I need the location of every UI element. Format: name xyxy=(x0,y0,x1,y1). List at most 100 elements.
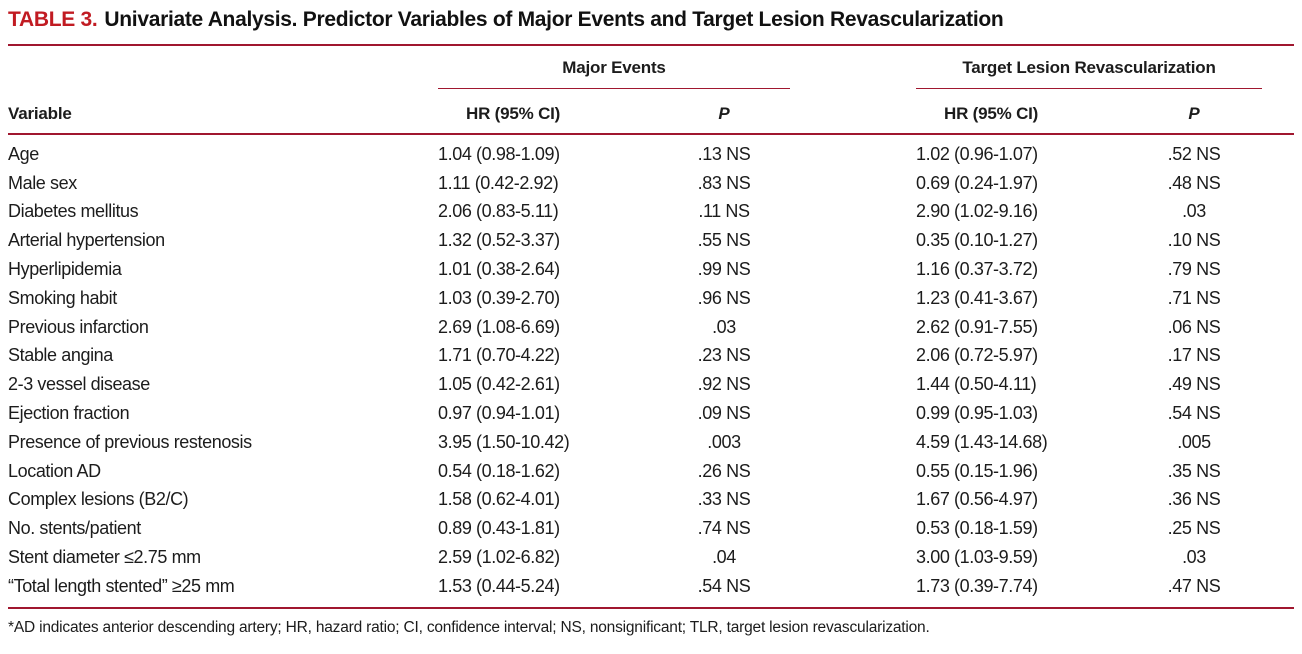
variable-cell: No. stents/patient xyxy=(8,518,141,539)
major-events-p-cell: .54 NS xyxy=(697,575,751,596)
tlr-hr-cell: 1.44 (0.50-4.11) xyxy=(916,374,1037,395)
major-events-p-cell: .23 NS xyxy=(697,345,751,366)
tlr-hr-cell: 0.53 (0.18-1.59) xyxy=(916,518,1038,539)
column-header-me-hr: HR (95% CI) xyxy=(466,104,561,123)
tlr-p-cell: .49 NS xyxy=(1167,374,1221,395)
major-events-hr-cell: 1.04 (0.98-1.09) xyxy=(438,143,560,164)
table-body: Age 1.04 (0.98-1.09) .13 NS 1.02 (0.96-1… xyxy=(8,135,1294,601)
table-footnote: *AD indicates anterior descending artery… xyxy=(8,618,930,636)
variable-cell: Hyperlipidemia xyxy=(8,259,122,280)
major-events-hr-cell: 1.32 (0.52-3.37) xyxy=(438,230,560,251)
tlr-hr-cell: 1.23 (0.41-3.67) xyxy=(916,287,1038,308)
tlr-hr-cell: 1.67 (0.56-4.97) xyxy=(916,489,1038,510)
variable-cell: Arterial hypertension xyxy=(8,230,165,251)
tlr-p-cell: .03 xyxy=(1182,201,1206,222)
table-row: Location AD 0.54 (0.18-1.62) .26 NS 0.55… xyxy=(8,457,1294,486)
major-events-hr-cell: 1.71 (0.70-4.22) xyxy=(438,345,560,366)
tlr-p-cell: .71 NS xyxy=(1167,287,1221,308)
tlr-p-cell: .005 xyxy=(1177,431,1211,452)
major-events-p-cell: .55 NS xyxy=(697,230,751,251)
table-row: Hyperlipidemia 1.01 (0.38-2.64) .99 NS 1… xyxy=(8,255,1294,284)
tlr-hr-cell: 0.55 (0.15-1.96) xyxy=(916,460,1038,481)
major-events-p-cell: .99 NS xyxy=(697,259,751,280)
major-events-p-cell: .33 NS xyxy=(697,489,751,510)
tlr-hr-cell: 0.35 (0.10-1.27) xyxy=(916,230,1038,251)
table-title-text: Univariate Analysis. Predictor Variables… xyxy=(104,8,1004,31)
major-events-p-cell: .11 NS xyxy=(698,201,750,222)
major-events-p-cell: .83 NS xyxy=(697,172,751,193)
tlr-p-cell: .10 NS xyxy=(1167,230,1221,251)
group-header-row: Major Events Target Lesion Revasculariza… xyxy=(8,46,1294,89)
variable-cell: Stable angina xyxy=(8,345,113,366)
table-row: Complex lesions (B2/C) 1.58 (0.62-4.01) … xyxy=(8,486,1294,515)
major-events-p-cell: .96 NS xyxy=(697,287,751,308)
tlr-p-cell: .25 NS xyxy=(1167,518,1221,539)
major-events-hr-cell: 1.58 (0.62-4.01) xyxy=(438,489,560,510)
tlr-hr-cell: 2.62 (0.91-7.55) xyxy=(916,316,1038,337)
major-events-hr-cell: 2.69 (1.08-6.69) xyxy=(438,316,560,337)
major-events-hr-cell: 1.01 (0.38-2.64) xyxy=(438,259,560,280)
major-events-p-cell: .09 NS xyxy=(697,403,751,424)
tlr-p-cell: .52 NS xyxy=(1167,143,1221,164)
column-header-row: Variable HR (95% CI) P HR (95% CI) P xyxy=(8,89,1294,133)
group-header-tlr: Target Lesion Revascularization xyxy=(916,58,1262,89)
column-header-gap xyxy=(790,124,916,133)
variable-cell: 2-3 vessel disease xyxy=(8,374,150,395)
tlr-hr-cell: 1.16 (0.37-3.72) xyxy=(916,259,1038,280)
table-row: Male sex 1.11 (0.42-2.92) .83 NS 0.69 (0… xyxy=(8,169,1294,198)
major-events-hr-cell: 0.54 (0.18-1.62) xyxy=(438,460,560,481)
major-events-hr-cell: 1.03 (0.39-2.70) xyxy=(438,287,560,308)
table-title: TABLE 3. Univariate Analysis. Predictor V… xyxy=(8,0,1294,44)
table-row: Smoking habit 1.03 (0.39-2.70) .96 NS 1.… xyxy=(8,284,1294,313)
footer-rule xyxy=(8,606,1294,609)
variable-cell: Location AD xyxy=(8,460,101,481)
tlr-hr-cell: 1.02 (0.96-1.07) xyxy=(916,143,1038,164)
major-events-hr-cell: 2.06 (0.83-5.11) xyxy=(438,201,559,222)
major-events-hr-cell: 1.11 (0.42-2.92) xyxy=(438,172,559,193)
tlr-p-cell: .47 NS xyxy=(1167,575,1221,596)
column-header-tlr-p: P xyxy=(1188,104,1200,123)
variable-cell: Male sex xyxy=(8,172,77,193)
variable-cell: Ejection fraction xyxy=(8,403,130,424)
group-header-major-events: Major Events xyxy=(438,58,790,89)
tlr-p-cell: .17 NS xyxy=(1167,345,1221,366)
tlr-p-cell: .03 xyxy=(1182,547,1206,568)
major-events-p-cell: .92 NS xyxy=(697,374,751,395)
table-row: Presence of previous restenosis 3.95 (1.… xyxy=(8,428,1294,457)
table-row: “Total length stented” ≥25 mm 1.53 (0.44… xyxy=(8,572,1294,601)
tlr-hr-cell: 2.06 (0.72-5.97) xyxy=(916,345,1038,366)
major-events-hr-cell: 2.59 (1.02-6.82) xyxy=(438,547,560,568)
tlr-p-cell: .48 NS xyxy=(1167,172,1221,193)
table-row: Ejection fraction 0.97 (0.94-1.01) .09 N… xyxy=(8,399,1294,428)
variable-cell: Stent diameter ≤2.75 mm xyxy=(8,547,201,568)
variable-cell: Age xyxy=(8,143,39,164)
header-rule xyxy=(8,133,1294,135)
table-row: Age 1.04 (0.98-1.09) .13 NS 1.02 (0.96-1… xyxy=(8,140,1294,169)
major-events-hr-cell: 1.53 (0.44-5.24) xyxy=(438,575,560,596)
table-row: Stable angina 1.71 (0.70-4.22) .23 NS 2.… xyxy=(8,342,1294,371)
variable-cell: “Total length stented” ≥25 mm xyxy=(8,575,235,596)
title-rule xyxy=(8,44,1294,46)
tlr-p-cell: .36 NS xyxy=(1167,489,1221,510)
table-row: Diabetes mellitus 2.06 (0.83-5.11) .11 N… xyxy=(8,198,1294,227)
major-events-hr-cell: 0.89 (0.43-1.81) xyxy=(438,518,560,539)
group-header-gap xyxy=(790,58,916,89)
major-events-p-cell: .003 xyxy=(707,431,741,452)
tlr-p-cell: .35 NS xyxy=(1167,460,1221,481)
major-events-p-cell: .13 NS xyxy=(697,143,751,164)
column-header-tlr-hr: HR (95% CI) xyxy=(944,104,1039,123)
major-events-p-cell: .74 NS xyxy=(697,518,751,539)
major-events-p-cell: .04 xyxy=(712,547,736,568)
major-events-p-cell: .26 NS xyxy=(697,460,751,481)
table-number-label: TABLE 3. xyxy=(8,8,98,31)
tlr-hr-cell: 0.69 (0.24-1.97) xyxy=(916,172,1038,193)
major-events-hr-cell: 0.97 (0.94-1.01) xyxy=(438,403,560,424)
tlr-p-cell: .54 NS xyxy=(1167,403,1221,424)
variable-cell: Complex lesions (B2/C) xyxy=(8,489,189,510)
variable-cell: Previous infarction xyxy=(8,316,149,337)
major-events-hr-cell: 1.05 (0.42-2.61) xyxy=(438,374,560,395)
group-header-spacer xyxy=(8,58,438,89)
column-header-me-p: P xyxy=(718,104,730,123)
tlr-p-cell: .06 NS xyxy=(1167,316,1221,337)
